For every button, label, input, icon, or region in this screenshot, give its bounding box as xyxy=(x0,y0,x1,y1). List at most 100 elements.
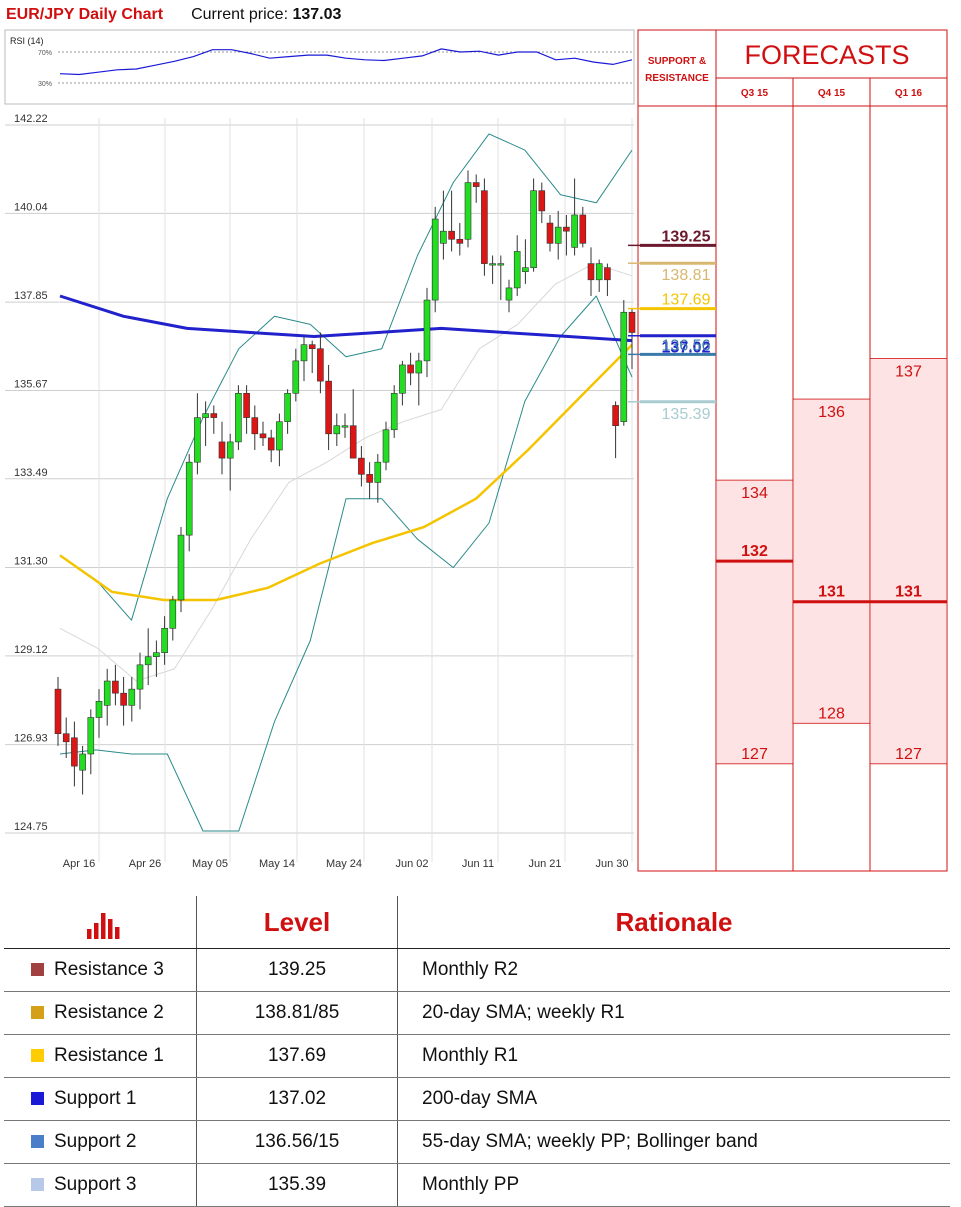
candle-body xyxy=(382,429,390,463)
candle xyxy=(300,336,308,382)
levels-table-row: Resistance 3 139.25 Monthly R2 xyxy=(4,948,950,992)
candle-body xyxy=(292,360,300,394)
candle xyxy=(530,178,537,272)
candle xyxy=(210,405,218,434)
y-tick-label: 140.04 xyxy=(14,201,48,213)
y-tick-label: 129.12 xyxy=(14,644,48,656)
candle-body xyxy=(440,230,447,244)
rationale-header: Rationale xyxy=(397,896,950,949)
level-name: Support 3 xyxy=(54,1174,137,1195)
sr-level-label: 137.69 xyxy=(662,292,711,309)
candle-body xyxy=(185,461,193,536)
candle-body xyxy=(366,474,373,483)
x-tick-label: Apr 26 xyxy=(129,858,161,870)
candle-body xyxy=(235,392,242,443)
candle-body xyxy=(112,680,119,694)
candle xyxy=(374,454,382,503)
forecast-mid-label: 131 xyxy=(818,584,845,601)
forecast-mid-label: 131 xyxy=(895,584,922,601)
level-value: 137.69 xyxy=(196,1034,398,1078)
price-value: 137.03 xyxy=(292,6,342,23)
levels-table: Level Rationale Resistance 3 139.25 Monthl… xyxy=(4,896,950,1207)
level-value: 136.56/15 xyxy=(196,1120,398,1164)
candle xyxy=(177,527,185,613)
candle-body xyxy=(62,733,70,743)
candle-body xyxy=(472,182,480,187)
candle-body xyxy=(530,190,537,268)
forecast-range xyxy=(792,398,871,724)
candle xyxy=(571,178,578,256)
candle xyxy=(292,348,300,402)
rsi-tick-70: 70% xyxy=(38,50,52,57)
candle xyxy=(595,259,603,292)
candle xyxy=(79,745,86,795)
candle xyxy=(464,170,472,248)
candle xyxy=(382,421,390,471)
candle xyxy=(497,255,505,301)
candle xyxy=(349,389,357,459)
candle xyxy=(243,385,250,434)
candle xyxy=(112,664,119,706)
candle xyxy=(136,652,144,710)
sr-title-1: SUPPORT & xyxy=(648,56,706,67)
sr-level-label: 139.25 xyxy=(662,228,711,245)
candle xyxy=(218,421,226,475)
candle-body xyxy=(374,461,382,483)
x-tick-label: May 14 xyxy=(259,858,295,870)
candle-body xyxy=(144,656,152,666)
rsi-line xyxy=(59,48,633,76)
candle-body xyxy=(456,238,464,244)
level-rationale: Monthly R1 xyxy=(397,1034,950,1078)
level-name: Support 1 xyxy=(54,1088,137,1109)
candle-body xyxy=(595,263,603,281)
x-tick-label: Jun 21 xyxy=(528,858,561,870)
candle-body xyxy=(169,599,177,629)
level-color-swatch xyxy=(31,1049,44,1062)
level-rationale: Monthly PP xyxy=(397,1163,950,1207)
forecast-mid-label: 132 xyxy=(741,543,768,560)
y-tick-label: 124.75 xyxy=(14,821,48,833)
x-tick-label: Jun 11 xyxy=(462,858,494,870)
candle-body xyxy=(554,226,562,244)
level-name: Support 2 xyxy=(54,1131,137,1152)
candle xyxy=(513,235,521,297)
candle-body xyxy=(448,230,455,240)
chart-title: EUR/JPY Daily Chart xyxy=(6,6,164,23)
level-name: Resistance 3 xyxy=(54,959,164,980)
candle xyxy=(161,616,168,665)
candle-body xyxy=(325,380,332,435)
candle-body xyxy=(612,405,619,427)
candle xyxy=(169,595,177,641)
candle xyxy=(54,676,62,746)
candle xyxy=(71,721,78,787)
candle xyxy=(407,352,414,386)
candle xyxy=(563,214,570,256)
candle xyxy=(546,214,554,252)
level-color-swatch xyxy=(31,1135,44,1148)
level-name: Resistance 1 xyxy=(54,1045,164,1066)
level-value: 138.81/85 xyxy=(196,991,398,1035)
bars-logo-cell xyxy=(4,896,197,949)
candle xyxy=(62,717,70,759)
forecast-high-label: 136 xyxy=(818,404,845,421)
candle-body xyxy=(628,311,636,333)
candle xyxy=(448,190,455,252)
candle-body xyxy=(481,190,488,264)
candle-body xyxy=(161,628,168,653)
level-name-cell: Support 3 xyxy=(4,1163,197,1207)
rsi-panel xyxy=(4,29,635,105)
level-value: 139.25 xyxy=(196,948,398,992)
candle-body xyxy=(218,441,226,459)
candle xyxy=(144,628,152,686)
y-tick-label: 133.49 xyxy=(14,467,48,479)
candle-body xyxy=(103,680,111,706)
candle-body xyxy=(177,534,185,601)
candle-body xyxy=(251,417,259,435)
bollinger-lower-line xyxy=(59,295,633,832)
y-tick-label: 142.22 xyxy=(14,113,48,125)
candle xyxy=(95,689,103,738)
candle-body xyxy=(587,263,595,281)
candle xyxy=(103,668,111,726)
candle xyxy=(235,385,242,451)
candle-body xyxy=(571,214,578,248)
